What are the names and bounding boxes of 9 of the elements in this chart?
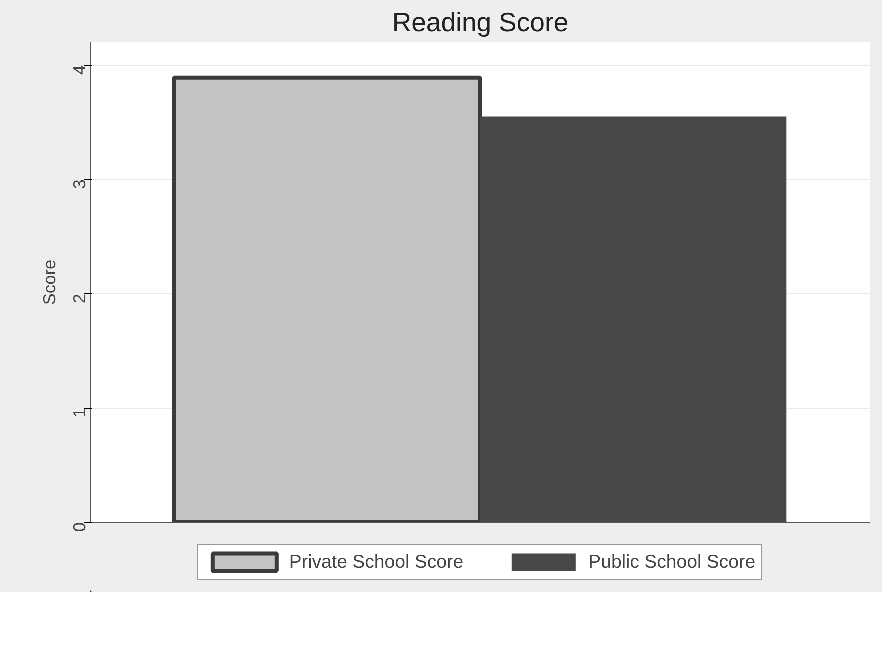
y-tick-label: 2 xyxy=(70,294,90,304)
legend-label: Private School Score xyxy=(289,551,464,573)
y-tick-label: 4 xyxy=(70,64,90,75)
y-tick-label: 0 xyxy=(70,522,90,532)
y-tick-label: 3 xyxy=(70,180,90,190)
chart-title: Reading Score xyxy=(392,8,569,38)
y-tick-label: 1 xyxy=(70,408,90,418)
legend-label: Public School Score xyxy=(588,551,756,573)
y-axis-title: Score xyxy=(40,260,60,306)
